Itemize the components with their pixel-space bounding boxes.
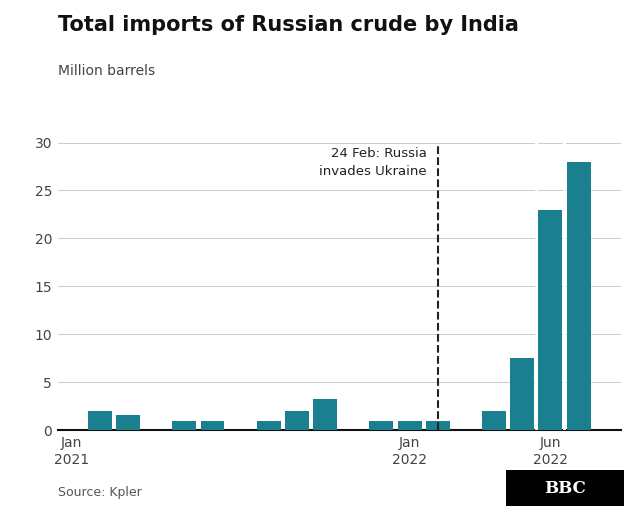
Bar [257, 420, 281, 430]
Text: 24 Feb: Russia
invades Ukraine: 24 Feb: Russia invades Ukraine [319, 147, 426, 178]
Bar [313, 400, 337, 430]
Bar [510, 358, 534, 430]
Text: BBC: BBC [544, 479, 586, 497]
Bar [172, 420, 196, 430]
Text: Million barrels: Million barrels [58, 64, 155, 78]
Bar [369, 420, 394, 430]
Bar [397, 420, 422, 430]
Text: Source: Kpler: Source: Kpler [58, 486, 141, 499]
Bar [426, 420, 450, 430]
Text: Total imports of Russian crude by India: Total imports of Russian crude by India [58, 15, 518, 35]
Bar [88, 411, 112, 430]
Bar [200, 420, 225, 430]
Bar [538, 210, 563, 430]
Bar [285, 411, 309, 430]
Bar [482, 411, 506, 430]
Bar [116, 415, 140, 430]
Bar [566, 162, 591, 430]
